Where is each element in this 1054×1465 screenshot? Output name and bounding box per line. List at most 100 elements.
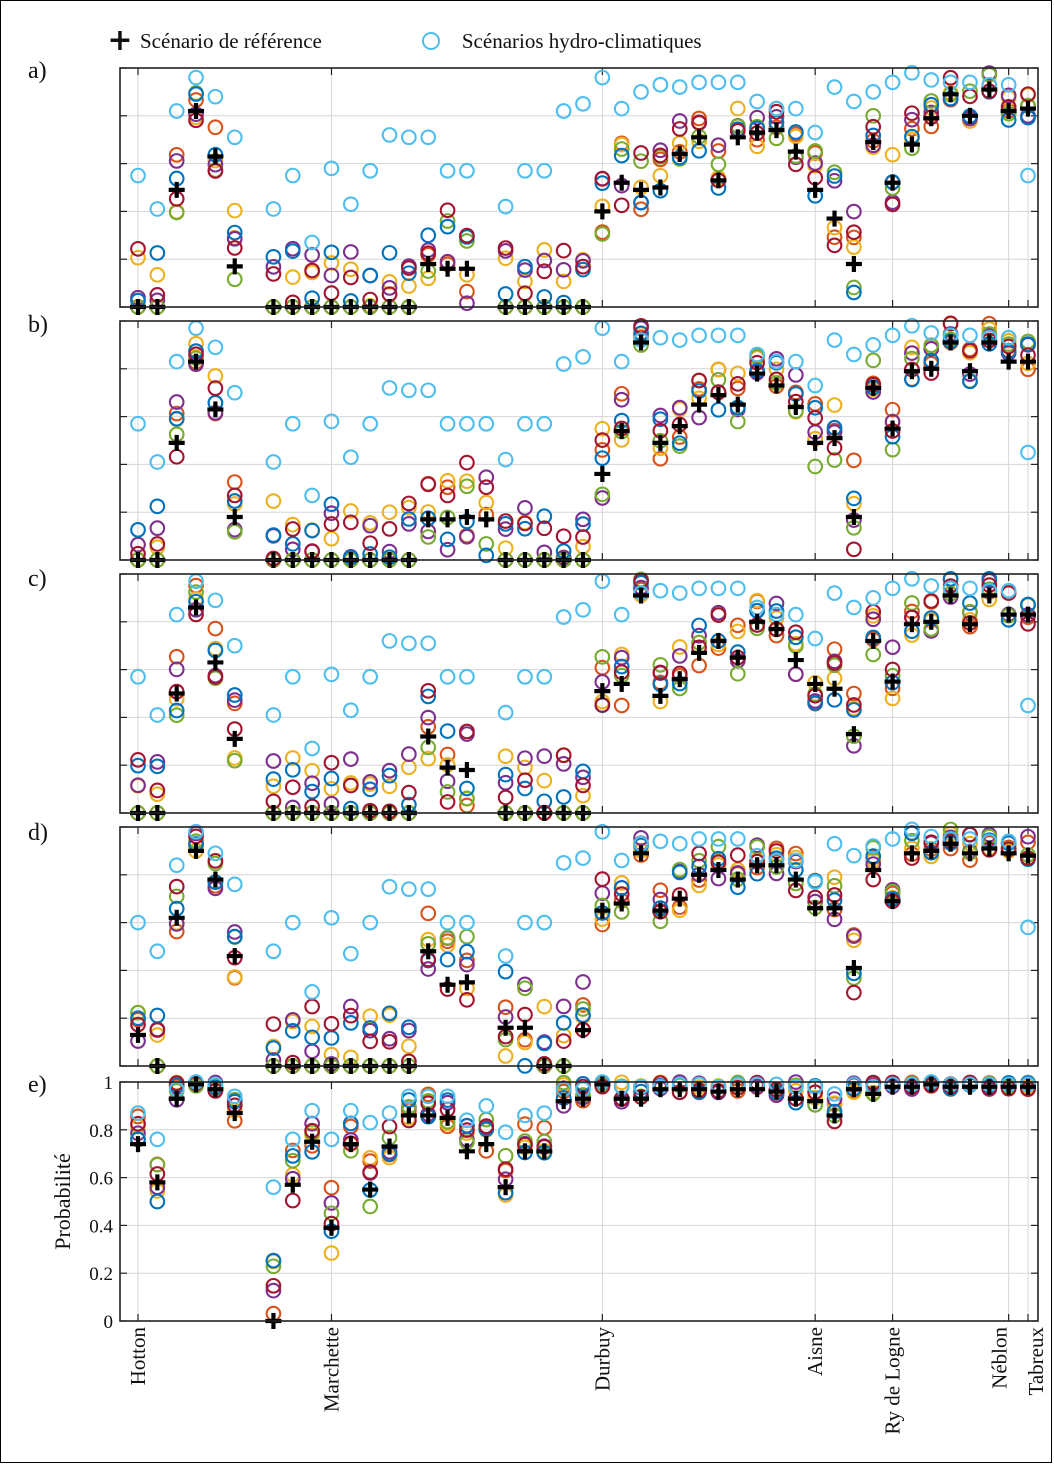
scenario-circle bbox=[226, 692, 243, 708]
hydro-scenario-circle bbox=[575, 850, 591, 866]
hydro-scenario-circle bbox=[787, 353, 804, 370]
hydro-scenario-circle bbox=[381, 1105, 398, 1121]
scenario-circle bbox=[265, 1277, 282, 1294]
scenario-circle bbox=[226, 928, 243, 945]
hydro-scenario-circle bbox=[323, 160, 340, 177]
scenario-circle bbox=[323, 516, 340, 532]
hydro-scenario-circle bbox=[381, 633, 398, 649]
hydro-scenario-circle bbox=[884, 327, 901, 344]
scenario-circle bbox=[536, 252, 553, 269]
scenario-circle bbox=[555, 789, 572, 805]
hydro-scenario-circle bbox=[729, 831, 746, 847]
hydro-scenario-circle bbox=[420, 635, 437, 652]
scenario-circle bbox=[517, 258, 533, 275]
hydro-scenario-circle bbox=[710, 580, 727, 597]
scenario-circle bbox=[304, 762, 320, 779]
scenario-circle bbox=[362, 781, 379, 798]
scenario-circle bbox=[342, 244, 359, 260]
hydro-scenario-circle bbox=[362, 914, 379, 931]
y-tick-label: 0.2 bbox=[89, 1264, 113, 1285]
scenario-circle bbox=[671, 639, 688, 655]
scenario-circle bbox=[342, 777, 359, 794]
scenario-circle bbox=[323, 244, 340, 261]
hydro-scenario-circle bbox=[439, 1088, 456, 1105]
scenario-circle bbox=[362, 267, 379, 284]
scenario-circle bbox=[168, 707, 185, 724]
hydro-scenario-circle bbox=[923, 72, 940, 88]
hydro-scenario-circle bbox=[652, 329, 669, 346]
scenario-circle bbox=[459, 723, 475, 740]
scenario-circle bbox=[497, 999, 514, 1016]
scenario-circle bbox=[865, 352, 882, 369]
scenario-circle bbox=[130, 521, 146, 538]
hydro-scenario-circle bbox=[884, 580, 901, 597]
scenario-circle bbox=[671, 121, 688, 137]
scenario-circle bbox=[168, 146, 185, 163]
scenario-circle bbox=[787, 845, 804, 862]
station-label: Tabreux bbox=[1024, 1327, 1048, 1396]
scenario-circle bbox=[904, 345, 920, 361]
hydro-scenario-circle bbox=[904, 317, 920, 334]
scenario-circle bbox=[439, 723, 456, 739]
hydro-scenario-circle bbox=[826, 79, 843, 95]
scenario-circle bbox=[536, 1035, 553, 1052]
scenario-circle bbox=[439, 784, 456, 800]
hydro-scenario-circle bbox=[168, 857, 185, 874]
scenario-circle bbox=[826, 172, 843, 189]
scenario-circle bbox=[497, 774, 514, 791]
scenario-circle bbox=[691, 617, 707, 634]
scenario-circle bbox=[691, 409, 707, 426]
scenario-circle bbox=[575, 997, 591, 1013]
legend-reference-label: Scénario de référence bbox=[140, 28, 322, 53]
scenario-circle bbox=[265, 778, 282, 795]
scenario-circle bbox=[710, 137, 727, 154]
scenario-circle bbox=[826, 237, 843, 254]
scenario-circle bbox=[575, 1007, 591, 1023]
hydro-scenario-circle bbox=[130, 167, 146, 184]
hydro-scenario-circle bbox=[671, 332, 688, 348]
hydro-scenario-circle bbox=[342, 196, 359, 213]
scenario-circle bbox=[517, 1116, 533, 1132]
hydro-scenario-circle bbox=[362, 1114, 379, 1131]
scenario-circle bbox=[478, 469, 495, 486]
hydro-scenario-circle bbox=[149, 943, 166, 960]
scenario-circle bbox=[381, 778, 398, 795]
scenario-circle bbox=[459, 233, 475, 249]
axes-frame bbox=[119, 1081, 1039, 1322]
hydro-scenario-circle bbox=[130, 415, 146, 432]
scenario-circle bbox=[575, 787, 591, 804]
scenario-circle bbox=[826, 655, 843, 671]
scenario-circle bbox=[846, 697, 862, 713]
hydro-scenario-circle bbox=[226, 384, 243, 401]
scenario-circle bbox=[807, 155, 824, 171]
hydro-scenario-circle bbox=[401, 635, 417, 652]
scenario-circle bbox=[517, 976, 533, 993]
scenario-circle bbox=[130, 1004, 146, 1021]
hydro-scenario-circle bbox=[826, 585, 843, 601]
scenario-circle bbox=[265, 753, 282, 769]
scenario-circle bbox=[362, 1198, 379, 1215]
scenario-circle bbox=[710, 371, 727, 388]
hydro-scenario-circle bbox=[807, 377, 824, 394]
scenario-circle bbox=[362, 1164, 379, 1180]
scenario-circle bbox=[846, 984, 862, 1001]
scenario-circle bbox=[362, 774, 379, 790]
scenario-circle bbox=[594, 450, 611, 467]
scenario-circle bbox=[846, 490, 862, 507]
scenario-circle bbox=[575, 769, 591, 786]
hydro-scenario-circle bbox=[691, 831, 707, 847]
scenario-circle bbox=[323, 1245, 340, 1261]
hydro-scenario-circle bbox=[846, 599, 862, 616]
scenario-circle bbox=[284, 1022, 301, 1039]
hydro-scenario-circle bbox=[459, 162, 475, 179]
scenario-circle bbox=[226, 271, 243, 288]
scenario-circle bbox=[729, 847, 746, 863]
scenario-circle bbox=[536, 263, 553, 280]
scenario-circle bbox=[323, 267, 340, 284]
scenario-circle bbox=[401, 278, 417, 294]
scenario-circle bbox=[787, 124, 804, 140]
scenario-circle bbox=[729, 665, 746, 682]
hydro-scenario-circle bbox=[865, 590, 882, 606]
scenario-circle bbox=[342, 514, 359, 531]
